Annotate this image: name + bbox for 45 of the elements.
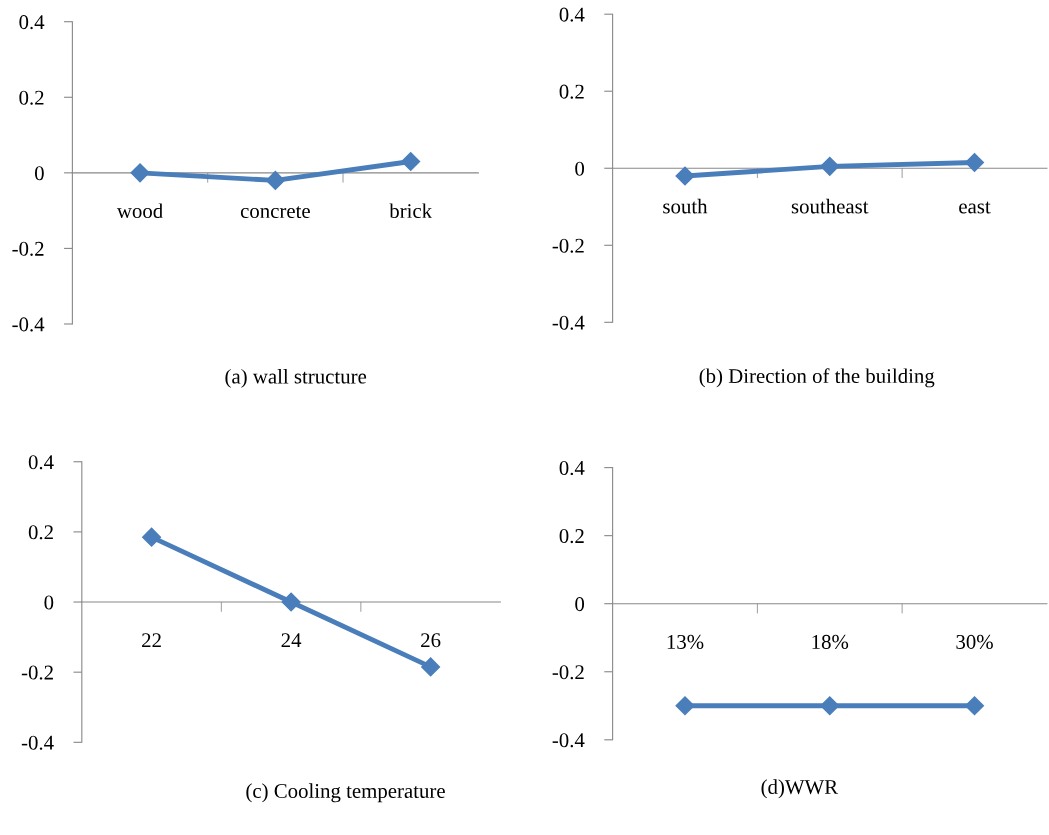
- y-tick-label: -0.4: [552, 733, 585, 748]
- text: (d)WWR: [761, 779, 839, 799]
- y-tick-label: -0.4: [21, 735, 54, 750]
- x-tick-label: 22: [142, 633, 161, 648]
- y-tick-label: 0.2: [559, 529, 584, 544]
- y-tick-label: -0.2: [552, 238, 584, 253]
- x-tick-label: concrete: [240, 206, 310, 219]
- y-tick-label: -0.2: [12, 241, 44, 256]
- x-tick-label: 30%: [956, 634, 993, 649]
- y-tick-label: -0.4: [552, 315, 585, 330]
- x-tick-label: wood: [116, 203, 163, 219]
- y-tick-label: 0.2: [559, 84, 584, 99]
- point: [421, 657, 441, 677]
- y-tick-label: 0.4: [19, 15, 45, 30]
- y-tick-label: 0.4: [559, 460, 585, 476]
- point: [820, 156, 840, 176]
- y-tick-label: -0.2: [552, 665, 584, 680]
- y-tick-label: 0: [34, 166, 44, 181]
- y-tick-label: 0.2: [28, 525, 53, 540]
- x-tick-label: 18%: [812, 634, 849, 649]
- point: [401, 151, 421, 172]
- y-tick-label: 0.2: [19, 90, 44, 105]
- point: [964, 152, 985, 173]
- x-tick-label: 24: [281, 633, 302, 648]
- point: [265, 170, 285, 190]
- y-tick-label: 0: [575, 161, 585, 176]
- text: (c) Cooling temperature: [246, 783, 445, 803]
- y-tick-label: 0.4: [559, 7, 585, 22]
- text: (a) wall structure: [225, 368, 367, 388]
- point: [130, 163, 150, 183]
- x-tick-label: 26: [421, 633, 441, 648]
- point: [675, 166, 695, 186]
- y-tick-label: 0.4: [28, 455, 54, 470]
- point: [281, 592, 301, 612]
- x-tick-label: south: [663, 198, 708, 214]
- y-tick-label: 0: [44, 595, 54, 610]
- x-tick-label: southeast: [791, 198, 869, 214]
- y-tick-label: -0.4: [12, 317, 45, 332]
- x-tick-label: east: [959, 201, 991, 214]
- point: [142, 527, 162, 547]
- y-tick-label: 0: [575, 597, 585, 612]
- x-tick-label: brick: [389, 203, 433, 219]
- y-tick-label: -0.2: [21, 665, 53, 680]
- text: (b) Direction of the building: [699, 368, 935, 388]
- x-tick-label: 13%: [667, 634, 704, 649]
